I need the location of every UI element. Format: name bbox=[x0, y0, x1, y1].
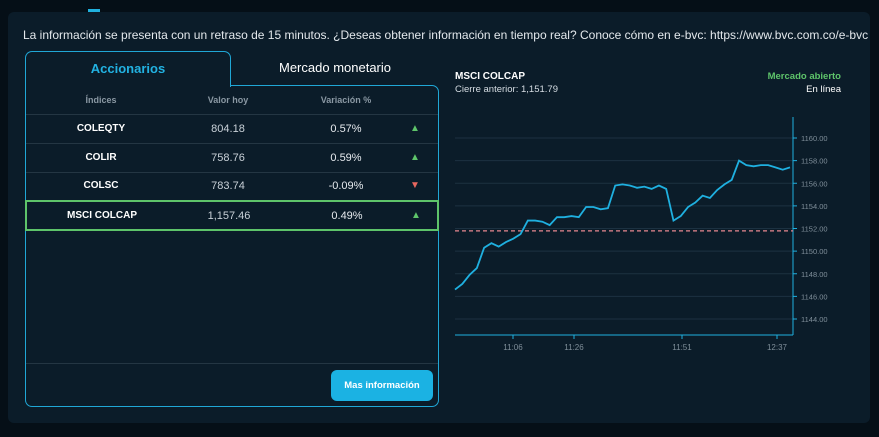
index-value: 783.74 bbox=[211, 180, 245, 192]
arrow-down-icon: ▼ bbox=[410, 180, 420, 191]
arrow-up-icon: ▲ bbox=[411, 210, 421, 221]
tab-mercado-monetario[interactable]: Mercado monetario bbox=[279, 60, 391, 75]
y-tick-label: 1146.00 bbox=[801, 292, 828, 301]
table-row[interactable]: COLIR 758.76 0.59% ▲ bbox=[26, 144, 438, 173]
index-change: 0.59% bbox=[330, 152, 362, 164]
x-tick-label: 11:51 bbox=[672, 343, 692, 352]
y-tick-label: 1154.00 bbox=[801, 202, 828, 211]
index-value: 758.76 bbox=[211, 152, 245, 164]
indices-tabs: Accionarios Mercado monetario Índices Va… bbox=[25, 51, 439, 407]
index-name: MSCI COLCAP bbox=[67, 210, 137, 221]
index-change: -0.09% bbox=[328, 180, 364, 192]
header-valor-hoy: Valor hoy bbox=[207, 95, 249, 105]
indices-table: Índices Valor hoy Variación % COLEQTY 80… bbox=[25, 85, 439, 407]
market-status: Mercado abierto bbox=[767, 71, 841, 82]
index-value: 1,157.46 bbox=[207, 210, 251, 222]
previous-close: Cierre anterior: 1,151.79 bbox=[455, 84, 558, 95]
section-indicator bbox=[88, 9, 100, 12]
y-tick-label: 1158.00 bbox=[801, 157, 828, 166]
index-change: 0.57% bbox=[330, 123, 362, 135]
table-row[interactable]: COLEQTY 804.18 0.57% ▲ bbox=[26, 115, 438, 144]
y-tick-label: 1148.00 bbox=[801, 270, 828, 279]
header-indices: Índices bbox=[85, 95, 117, 105]
tab-accionarios[interactable]: Accionarios bbox=[25, 51, 231, 87]
divider bbox=[26, 363, 438, 364]
more-info-button[interactable]: Mas información bbox=[331, 370, 433, 401]
chart-title: MSCI COLCAP bbox=[455, 71, 525, 82]
connection-status: En línea bbox=[806, 84, 841, 95]
price-line bbox=[454, 159, 791, 291]
index-change: 0.49% bbox=[331, 210, 363, 222]
x-tick-label: 11:26 bbox=[564, 343, 584, 352]
y-tick-label: 1150.00 bbox=[801, 247, 828, 256]
delay-notice: La información se presenta con un retras… bbox=[23, 28, 869, 42]
table-row[interactable]: MSCI COLCAP 1,157.46 0.49% ▲ bbox=[25, 200, 439, 231]
y-tick-label: 1144.00 bbox=[801, 315, 828, 324]
y-tick-label: 1156.00 bbox=[801, 179, 828, 188]
index-name: COLEQTY bbox=[76, 123, 126, 134]
index-value: 804.18 bbox=[211, 123, 245, 135]
arrow-up-icon: ▲ bbox=[410, 152, 420, 163]
table-header: Índices Valor hoy Variación % bbox=[26, 86, 438, 115]
y-tick-label: 1152.00 bbox=[801, 225, 828, 234]
index-name: COLSC bbox=[83, 180, 119, 191]
header-variacion: Variación % bbox=[320, 95, 372, 105]
x-tick-label: 12:37 bbox=[767, 343, 788, 352]
arrow-up-icon: ▲ bbox=[410, 123, 420, 134]
index-name: COLIR bbox=[85, 152, 117, 163]
x-tick-label: 11:06 bbox=[503, 343, 523, 352]
y-tick-label: 1160.00 bbox=[801, 134, 828, 143]
